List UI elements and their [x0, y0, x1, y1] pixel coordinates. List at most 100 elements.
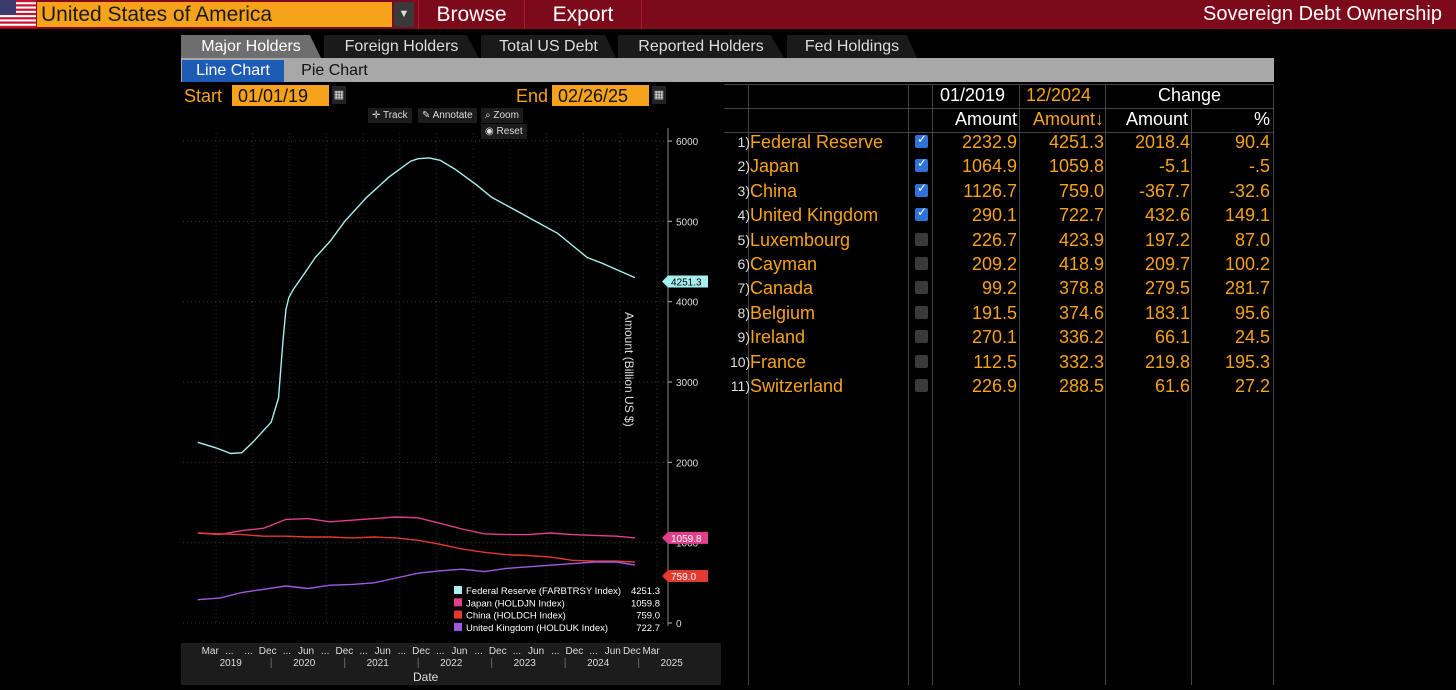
x-month-label: ...: [244, 646, 252, 657]
x-month-label: ...: [321, 646, 329, 657]
row-holder-name[interactable]: France: [750, 351, 807, 372]
row-checkbox[interactable]: [915, 305, 928, 319]
x-year-label: 2023: [514, 658, 537, 669]
security-dropdown-icon[interactable]: ▼: [394, 2, 414, 27]
tab-total-us-debt[interactable]: Total US Debt: [481, 35, 616, 58]
row-holder-name[interactable]: Switzerland: [750, 376, 844, 396]
end-amount-header[interactable]: Amount↓: [1032, 109, 1104, 129]
change-amount-header[interactable]: Amount: [1125, 109, 1188, 129]
legend-value: 1059.8: [631, 598, 660, 609]
legend-entry: China (HOLDCH Index): [466, 611, 566, 622]
last-value-tag: [662, 570, 708, 583]
check-icon: ✓: [917, 205, 928, 220]
table-row[interactable]: 5) Luxembourg 226.7 423.9 197.2 87.0: [724, 228, 1274, 252]
table-row[interactable]: 11) Switzerland 226.9 288.5 61.6 27.2: [724, 374, 1274, 398]
row-checkbox[interactable]: [915, 354, 928, 368]
tab-pie-chart[interactable]: Pie Chart: [301, 62, 368, 79]
last-value-tag: [662, 275, 708, 288]
change-pct-header[interactable]: %: [1253, 109, 1270, 129]
table-row[interactable]: 3) China ✓ 1126.7 759.0 -367.7 -32.6: [724, 179, 1274, 203]
x-month-label: ...: [513, 646, 521, 657]
row-holder-name[interactable]: United Kingdom: [750, 205, 879, 226]
end-calendar-icon[interactable]: ▦: [652, 86, 666, 104]
row-checkbox[interactable]: [915, 232, 928, 246]
row-end-amount: 374.6: [1058, 302, 1104, 323]
x-month-label: Mar: [642, 646, 660, 657]
tab-foreign-holders[interactable]: Foreign Holders: [324, 35, 479, 58]
series-line: [197, 157, 636, 455]
table-row[interactable]: 10) France 112.5 332.3 219.8 195.3: [724, 350, 1274, 374]
tab-line-chart[interactable]: Line Chart: [182, 60, 284, 82]
row-rank: 1): [737, 134, 750, 150]
row-start-amount: 290.1: [971, 205, 1017, 226]
row-checkbox[interactable]: ✓: [915, 205, 928, 222]
tab-major-holders[interactable]: Major Holders: [181, 35, 321, 58]
table-row[interactable]: 8) Belgium 191.5 374.6 183.1 95.6: [724, 301, 1274, 325]
table-row[interactable]: 1) Federal Reserve ✓ 2232.9 4251.3 2018.4 90.4: [724, 130, 1274, 154]
x-month-label: ...: [225, 646, 233, 657]
change-header: Change: [1158, 85, 1222, 105]
y-tick-label: 6000: [676, 137, 699, 148]
export-menu[interactable]: Export: [524, 0, 642, 29]
reset-button[interactable]: ◉ Reset: [481, 124, 527, 139]
y-tick-label: 3000: [676, 378, 699, 389]
tab-reported-holders[interactable]: Reported Holders: [618, 35, 784, 58]
row-checkbox[interactable]: ✓: [915, 132, 928, 148]
track-button[interactable]: ✛ Track: [368, 108, 412, 123]
y-tick-label: 5000: [676, 217, 699, 228]
row-change-pct: 95.6: [1234, 302, 1270, 323]
x-year-label: 2022: [440, 658, 463, 669]
start-label: Start: [184, 86, 223, 106]
annotate-button[interactable]: ✎ Annotate: [418, 108, 477, 123]
row-holder-name[interactable]: Japan: [750, 156, 800, 177]
row-holder-name[interactable]: Ireland: [750, 327, 806, 348]
holders-table: 01/2019 12/2024 Change Amount Amount↓ Am…: [724, 84, 1274, 685]
table-row[interactable]: 7) Canada 99.2 378.8 279.5 281.7: [724, 276, 1274, 300]
row-rank: 7): [737, 280, 750, 297]
legend-swatch: [454, 622, 462, 631]
end-period-header: 12/2024: [1026, 85, 1092, 105]
row-checkbox[interactable]: ✓: [915, 181, 928, 197]
security-input[interactable]: United States of America: [37, 2, 392, 27]
start-date-input[interactable]: 01/01/19: [232, 85, 329, 106]
row-holder-name[interactable]: Cayman: [750, 254, 818, 274]
tab-fed-holdings[interactable]: Fed Holdings: [787, 35, 917, 58]
zoom-button[interactable]: ⌕ Zoom: [481, 108, 523, 123]
x-month-label: Dec: [489, 646, 507, 657]
table-row[interactable]: 2) Japan ✓ 1064.9 1059.8 -5.1 -.5: [724, 154, 1274, 178]
magnifier-icon: ⌕: [485, 110, 494, 121]
y-tick-label: 2000: [676, 458, 699, 469]
table-row[interactable]: 9) Ireland 270.1 336.2 66.1 24.5: [724, 325, 1274, 349]
main-tabs: Major Holders Foreign Holders Total US D…: [181, 35, 1274, 58]
browse-menu[interactable]: Browse: [418, 0, 524, 29]
table-row[interactable]: 6) Cayman 209.2 418.9 209.7 100.2: [724, 252, 1274, 276]
y-tick-label: 4000: [676, 298, 699, 309]
row-checkbox[interactable]: [915, 330, 928, 344]
row-holder-name[interactable]: Canada: [750, 278, 814, 299]
row-change-amount: 209.7: [1144, 254, 1190, 274]
table-row[interactable]: 4) United Kingdom ✓ 290.1 722.7 432.6 149.1: [724, 203, 1274, 227]
row-rank: 9): [737, 329, 750, 346]
row-checkbox[interactable]: ✓: [915, 156, 928, 173]
end-date-input[interactable]: 02/26/25: [552, 85, 649, 106]
row-checkbox[interactable]: [915, 379, 928, 392]
row-rank: 5): [737, 231, 750, 248]
row-end-amount: 336.2: [1058, 327, 1104, 348]
row-end-amount: 332.3: [1058, 351, 1104, 372]
row-holder-name[interactable]: Belgium: [750, 302, 816, 323]
row-checkbox[interactable]: [915, 257, 928, 270]
row-holder-name[interactable]: Federal Reserve: [750, 132, 884, 152]
check-icon: ✓: [917, 156, 928, 171]
row-holder-name[interactable]: China: [750, 180, 798, 201]
start-calendar-icon[interactable]: ▦: [332, 86, 346, 104]
row-checkbox[interactable]: [915, 281, 928, 295]
row-start-amount: 191.5: [971, 302, 1017, 323]
legend-swatch: [454, 610, 462, 619]
row-holder-name[interactable]: Luxembourg: [750, 229, 851, 250]
legend-entry: Japan (HOLDJN Index): [466, 598, 565, 609]
row-end-amount: 423.9: [1058, 229, 1104, 250]
end-label: End: [516, 86, 549, 106]
row-change-amount: -367.7: [1138, 180, 1190, 201]
start-amount-header[interactable]: Amount: [954, 109, 1017, 129]
row-rank: 4): [737, 207, 750, 224]
